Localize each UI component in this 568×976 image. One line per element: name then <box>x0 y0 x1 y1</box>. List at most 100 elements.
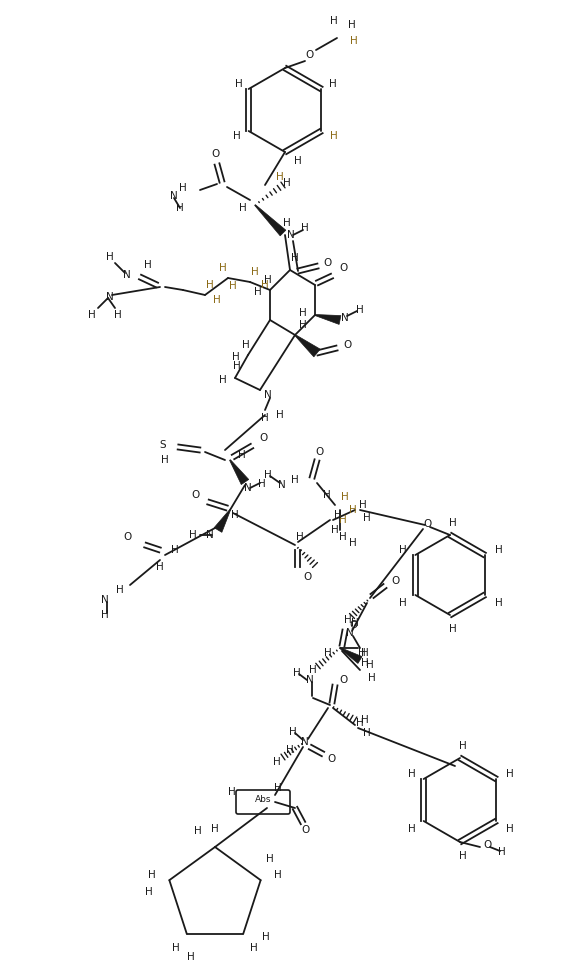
Text: H: H <box>349 505 357 515</box>
Text: H: H <box>233 131 240 141</box>
Text: H: H <box>358 648 366 658</box>
Text: H: H <box>145 886 153 897</box>
Text: H: H <box>235 79 243 89</box>
Text: H: H <box>232 352 240 362</box>
Text: N: N <box>244 483 252 493</box>
Text: O: O <box>301 825 309 835</box>
Text: O: O <box>306 50 314 60</box>
Text: O: O <box>324 258 332 268</box>
Text: H: H <box>283 178 291 188</box>
Text: H: H <box>161 455 169 465</box>
Text: N: N <box>278 480 286 490</box>
Text: H: H <box>330 16 338 26</box>
Text: S: S <box>160 440 166 450</box>
Text: H: H <box>299 320 307 330</box>
Polygon shape <box>229 460 249 484</box>
Text: H: H <box>296 532 304 542</box>
Text: H: H <box>251 267 259 277</box>
Text: H: H <box>176 203 184 213</box>
Text: H: H <box>206 280 214 290</box>
Polygon shape <box>315 314 341 324</box>
Text: H: H <box>148 870 156 879</box>
Text: H: H <box>344 615 352 625</box>
Text: H: H <box>228 787 236 797</box>
Text: H: H <box>331 525 339 535</box>
Text: H: H <box>351 618 359 628</box>
Text: O: O <box>212 149 220 159</box>
Text: H: H <box>264 275 272 285</box>
Text: H: H <box>339 532 347 542</box>
Text: H: H <box>323 490 331 500</box>
Text: H: H <box>171 545 179 555</box>
Text: H: H <box>211 824 219 834</box>
Text: O: O <box>316 447 324 457</box>
Text: H: H <box>408 769 416 779</box>
Text: H: H <box>187 952 195 961</box>
Text: H: H <box>189 530 197 540</box>
Text: H: H <box>258 479 266 489</box>
Text: H: H <box>172 944 180 954</box>
Text: H: H <box>261 413 269 423</box>
Text: H: H <box>363 728 371 738</box>
Text: H: H <box>399 545 407 555</box>
Text: H: H <box>507 824 514 834</box>
Text: N: N <box>264 390 272 400</box>
Text: H: H <box>507 769 514 779</box>
Text: H: H <box>276 172 284 182</box>
Text: H: H <box>213 295 221 305</box>
Text: N: N <box>346 628 354 638</box>
Text: H: H <box>156 562 164 572</box>
Text: H: H <box>88 310 96 320</box>
Text: H: H <box>106 252 114 262</box>
Text: H: H <box>408 824 416 834</box>
Text: H: H <box>309 665 317 675</box>
Text: H: H <box>294 155 302 166</box>
Text: H: H <box>289 727 297 737</box>
Text: H: H <box>334 510 342 520</box>
Text: H: H <box>238 450 246 460</box>
Text: H: H <box>324 648 332 658</box>
Polygon shape <box>295 335 320 357</box>
Text: O: O <box>303 572 311 582</box>
Polygon shape <box>340 647 362 664</box>
Text: H: H <box>264 470 272 480</box>
Text: H: H <box>286 745 294 755</box>
Text: H: H <box>273 757 281 767</box>
Text: H: H <box>459 851 467 861</box>
Text: O: O <box>259 433 267 443</box>
Text: O: O <box>339 675 347 685</box>
Text: H: H <box>179 183 187 193</box>
Text: H: H <box>262 931 270 942</box>
Text: H: H <box>250 944 258 954</box>
Text: H: H <box>348 20 356 30</box>
Text: H: H <box>459 741 467 751</box>
Text: Abs: Abs <box>255 795 272 804</box>
Text: H: H <box>114 310 122 320</box>
Text: H: H <box>219 263 227 273</box>
Text: H: H <box>366 660 374 670</box>
Text: O: O <box>339 263 347 273</box>
Text: N: N <box>123 270 131 280</box>
Text: H: H <box>229 281 237 291</box>
Text: H: H <box>359 500 367 510</box>
Text: H: H <box>361 658 369 668</box>
Text: O: O <box>124 532 132 542</box>
Text: N: N <box>301 737 309 747</box>
Text: H: H <box>331 131 339 141</box>
Text: N: N <box>170 191 178 201</box>
FancyBboxPatch shape <box>236 790 290 814</box>
Text: H: H <box>144 260 152 270</box>
Text: H: H <box>350 36 358 46</box>
Text: H: H <box>291 253 299 263</box>
Text: H: H <box>356 718 364 728</box>
Text: H: H <box>498 847 506 857</box>
Text: H: H <box>341 492 349 502</box>
Text: O: O <box>484 840 492 850</box>
Text: H: H <box>231 510 239 520</box>
Text: H: H <box>361 715 369 725</box>
Text: O: O <box>423 519 431 529</box>
Text: H: H <box>242 340 250 350</box>
Text: O: O <box>391 576 399 586</box>
Text: H: H <box>449 518 457 528</box>
Text: H: H <box>194 827 202 836</box>
